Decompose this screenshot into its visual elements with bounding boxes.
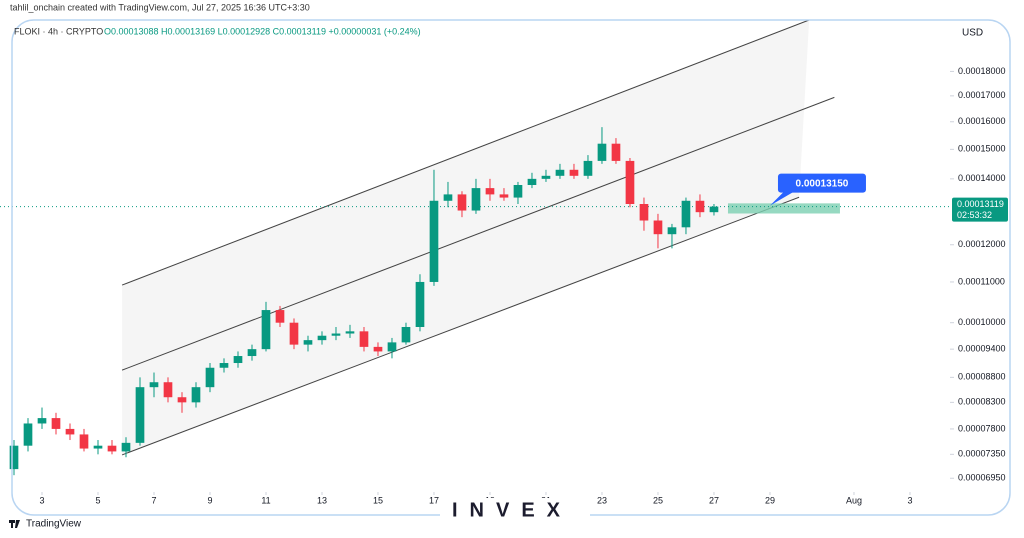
candle-body [373,346,383,352]
candle-body [303,340,313,345]
candle-body [625,160,635,205]
candle-body [681,200,691,228]
y-tick-label: 0.00011000 [958,276,1005,286]
candle-body [191,387,201,403]
x-tick-label: 11 [261,495,270,505]
candle-body [611,143,621,161]
x-tick-label: 13 [317,495,327,505]
candle-body [163,382,173,398]
candle-body [9,445,19,470]
candle-body [653,220,663,235]
x-tick-label: 17 [429,495,439,505]
candle-body [667,227,677,235]
channel-line [121,196,800,456]
candle-body [107,445,117,452]
candle-body [149,382,159,388]
candle-body [317,335,327,341]
target-zone [727,203,840,214]
y-tick-label: 0.00016000 [958,116,1006,126]
candle-body [555,169,565,176]
candle-body [247,349,257,357]
candle-body [401,326,411,343]
candle-body [387,342,397,352]
candle-body [121,442,131,452]
candle-body [93,445,103,449]
y-tick-label: 0.00017000 [958,90,1006,100]
currency: USD [962,28,983,39]
candle-body [541,175,551,179]
candle-body [485,188,495,195]
x-tick-label: 29 [765,495,775,505]
y-tick-label: 0.00006950 [958,473,1006,483]
channel-line [121,19,810,286]
candle-body [205,367,215,388]
ohlc: O0.00013088 H0.00013169 L0.00012928 C0.0… [104,26,421,36]
x-tick-label: 23 [597,495,607,505]
candle-body [261,310,271,350]
y-tick-label: 0.00015000 [958,144,1006,154]
candle-body [23,423,33,446]
x-tick-label: Aug [846,495,862,505]
y-tick-label: 0.00009400 [958,344,1006,354]
y-tick-label: 0.00007350 [958,449,1006,459]
candle-body [415,281,425,327]
channel-line [121,96,835,371]
y-tick-label: 0.00007800 [958,423,1006,433]
price-tag-value: 0.00013119 [957,199,1004,209]
candle-body [331,333,341,336]
x-tick-label: 5 [95,495,100,505]
candle-body [569,169,579,176]
candle-body [345,331,355,334]
candle-body [583,160,593,176]
candle-body [499,194,509,198]
candle-body [275,310,285,323]
price-tag [952,197,1008,222]
candle-body [79,434,89,449]
callout-label: 0.00013150 [796,178,849,189]
symbol: FLOKI · 4h · CRYPTO [14,26,103,36]
candle-body [359,331,369,347]
candle-body [709,206,719,213]
y-tick-label: 0.00008800 [958,372,1006,382]
candle-body [457,194,467,211]
watermark: INVEX [452,499,572,521]
candle-body [37,418,47,424]
candle-body [471,188,481,211]
attribution: tahlil_onchain created with TradingView.… [10,2,310,12]
x-tick-label: 9 [207,495,212,505]
candle-body [513,185,523,198]
candle-body [597,143,607,161]
candle-body [639,204,649,221]
candle-body [443,194,453,201]
candle-body [177,397,187,403]
x-tick-label: 3 [39,495,44,505]
x-tick-label: 25 [653,495,663,505]
y-tick-label: 0.00008300 [958,397,1006,407]
brand: TradingView [26,519,82,530]
candle-body [233,356,243,364]
x-tick-label: 15 [373,495,383,505]
y-tick-label: 0.00010000 [958,317,1006,327]
y-tick-label: 0.00018000 [958,66,1006,76]
callout-pointer [769,191,794,206]
candle-body [135,387,145,443]
candle-body [219,363,229,368]
brand-logo [9,520,20,528]
x-tick-label: 27 [709,495,719,505]
x-tick-label: 7 [151,495,156,505]
watermark-bg [440,498,590,524]
y-tick-label: 0.00014000 [958,173,1006,183]
candle-body [527,178,537,186]
x-tick-label: 3 [907,495,912,505]
y-tick-label: 0.00012000 [958,239,1006,249]
candle-body [429,200,439,282]
price-tag-countdown: 02:53:32 [957,210,992,220]
candle-body [289,322,299,345]
candle-body [65,428,75,435]
candle-body [695,200,705,213]
callout-box [777,173,866,193]
plot-layer: 0.00018000 0.00017000 0.00016000 0.00015000… [0,19,1006,505]
candle-body [51,418,61,429]
